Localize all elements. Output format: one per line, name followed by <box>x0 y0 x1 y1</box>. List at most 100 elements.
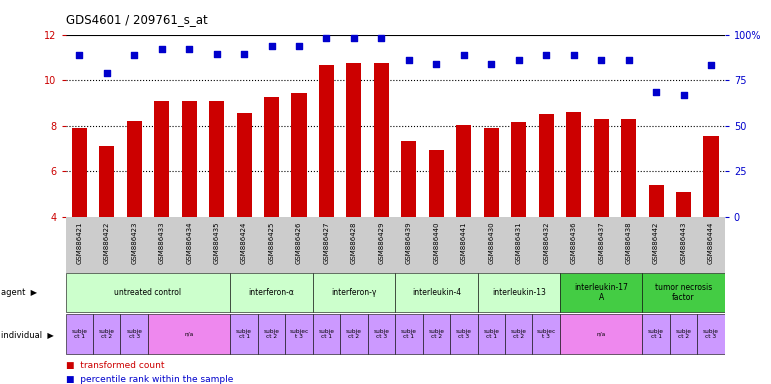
Bar <box>66 314 93 354</box>
Text: interferon-α: interferon-α <box>248 288 295 297</box>
Bar <box>99 146 114 308</box>
Bar <box>374 63 389 308</box>
Text: GSM886429: GSM886429 <box>379 222 385 264</box>
Text: GSM886438: GSM886438 <box>625 222 631 264</box>
Text: subje
ct 3: subje ct 3 <box>456 329 472 339</box>
Bar <box>264 97 279 308</box>
Point <box>650 88 662 94</box>
Text: GSM886432: GSM886432 <box>544 222 549 264</box>
Bar <box>429 150 444 308</box>
Bar <box>560 314 642 354</box>
Bar <box>703 136 719 308</box>
Text: GSM886434: GSM886434 <box>186 222 192 264</box>
Text: subje
ct 2: subje ct 2 <box>429 329 444 339</box>
Point <box>595 56 608 63</box>
Text: subje
ct 1: subje ct 1 <box>401 329 417 339</box>
Bar <box>231 273 313 312</box>
Text: subjec
t 3: subjec t 3 <box>289 329 308 339</box>
Bar <box>72 128 87 308</box>
Point <box>540 52 552 58</box>
Text: subje
ct 2: subje ct 2 <box>99 329 115 339</box>
Point <box>348 35 360 41</box>
Bar <box>182 101 197 308</box>
Point <box>238 51 251 57</box>
Point <box>622 56 635 63</box>
Bar <box>209 101 224 308</box>
Text: GSM886424: GSM886424 <box>241 222 247 264</box>
Point <box>128 52 140 58</box>
Point <box>430 61 443 67</box>
Point <box>567 52 580 58</box>
Text: subje
ct 3: subje ct 3 <box>703 329 719 339</box>
Point <box>458 52 470 58</box>
Bar <box>66 217 725 273</box>
Text: GSM886422: GSM886422 <box>104 222 109 264</box>
Text: GDS4601 / 209761_s_at: GDS4601 / 209761_s_at <box>66 13 207 26</box>
Text: GSM886431: GSM886431 <box>516 222 522 264</box>
Bar <box>450 314 477 354</box>
Bar <box>456 125 471 308</box>
Text: interferon-γ: interferon-γ <box>332 288 376 297</box>
Text: agent  ▶: agent ▶ <box>1 288 37 297</box>
Text: untreated control: untreated control <box>114 288 181 297</box>
Text: subjec
t 3: subjec t 3 <box>537 329 556 339</box>
Text: GSM886443: GSM886443 <box>681 222 686 264</box>
Point <box>375 35 388 41</box>
Text: interleukin-4: interleukin-4 <box>412 288 461 297</box>
Text: GSM886423: GSM886423 <box>131 222 137 264</box>
Bar <box>319 65 334 308</box>
Point <box>210 51 223 57</box>
Bar <box>368 314 396 354</box>
Bar <box>396 314 423 354</box>
Text: GSM886441: GSM886441 <box>461 222 466 264</box>
Bar <box>231 314 258 354</box>
Text: GSM886444: GSM886444 <box>708 222 714 264</box>
Text: GSM886428: GSM886428 <box>351 222 357 264</box>
Text: GSM886435: GSM886435 <box>214 222 220 264</box>
Point <box>73 52 86 58</box>
Bar <box>126 121 142 308</box>
Bar <box>154 101 169 308</box>
Bar <box>642 314 670 354</box>
Text: n/a: n/a <box>597 331 606 337</box>
Text: subje
ct 2: subje ct 2 <box>264 329 280 339</box>
Text: subje
ct 1: subje ct 1 <box>71 329 87 339</box>
Bar <box>670 314 697 354</box>
Text: GSM886440: GSM886440 <box>433 222 439 264</box>
Bar <box>539 114 554 308</box>
Bar <box>93 314 120 354</box>
Bar <box>66 273 231 312</box>
Point <box>183 46 195 53</box>
Text: subje
ct 3: subje ct 3 <box>373 329 389 339</box>
Bar <box>148 314 231 354</box>
Text: subje
ct 2: subje ct 2 <box>346 329 362 339</box>
Text: individual  ▶: individual ▶ <box>1 329 54 339</box>
Text: GSM886430: GSM886430 <box>488 222 494 264</box>
Text: GSM886421: GSM886421 <box>76 222 82 264</box>
Bar <box>697 314 725 354</box>
Bar <box>477 273 560 312</box>
Bar <box>346 63 362 308</box>
Point <box>678 92 690 98</box>
Bar <box>483 128 499 308</box>
Text: subje
ct 1: subje ct 1 <box>483 329 500 339</box>
Text: subje
ct 1: subje ct 1 <box>648 329 664 339</box>
Text: GSM886433: GSM886433 <box>159 222 165 264</box>
Bar <box>313 314 340 354</box>
Bar <box>511 122 527 308</box>
Text: subje
ct 2: subje ct 2 <box>675 329 692 339</box>
Bar <box>533 314 560 354</box>
Bar <box>402 141 416 308</box>
Text: interleukin-13: interleukin-13 <box>492 288 546 297</box>
Point <box>265 43 278 49</box>
Text: GSM886442: GSM886442 <box>653 222 659 264</box>
Point <box>156 46 168 53</box>
Text: interleukin-17
A: interleukin-17 A <box>574 283 628 303</box>
Text: ■  transformed count: ■ transformed count <box>66 361 164 370</box>
Bar <box>313 273 396 312</box>
Bar <box>120 314 148 354</box>
Text: GSM886425: GSM886425 <box>268 222 274 264</box>
Bar <box>423 314 450 354</box>
Text: GSM886427: GSM886427 <box>324 222 329 264</box>
Text: subje
ct 3: subje ct 3 <box>126 329 142 339</box>
